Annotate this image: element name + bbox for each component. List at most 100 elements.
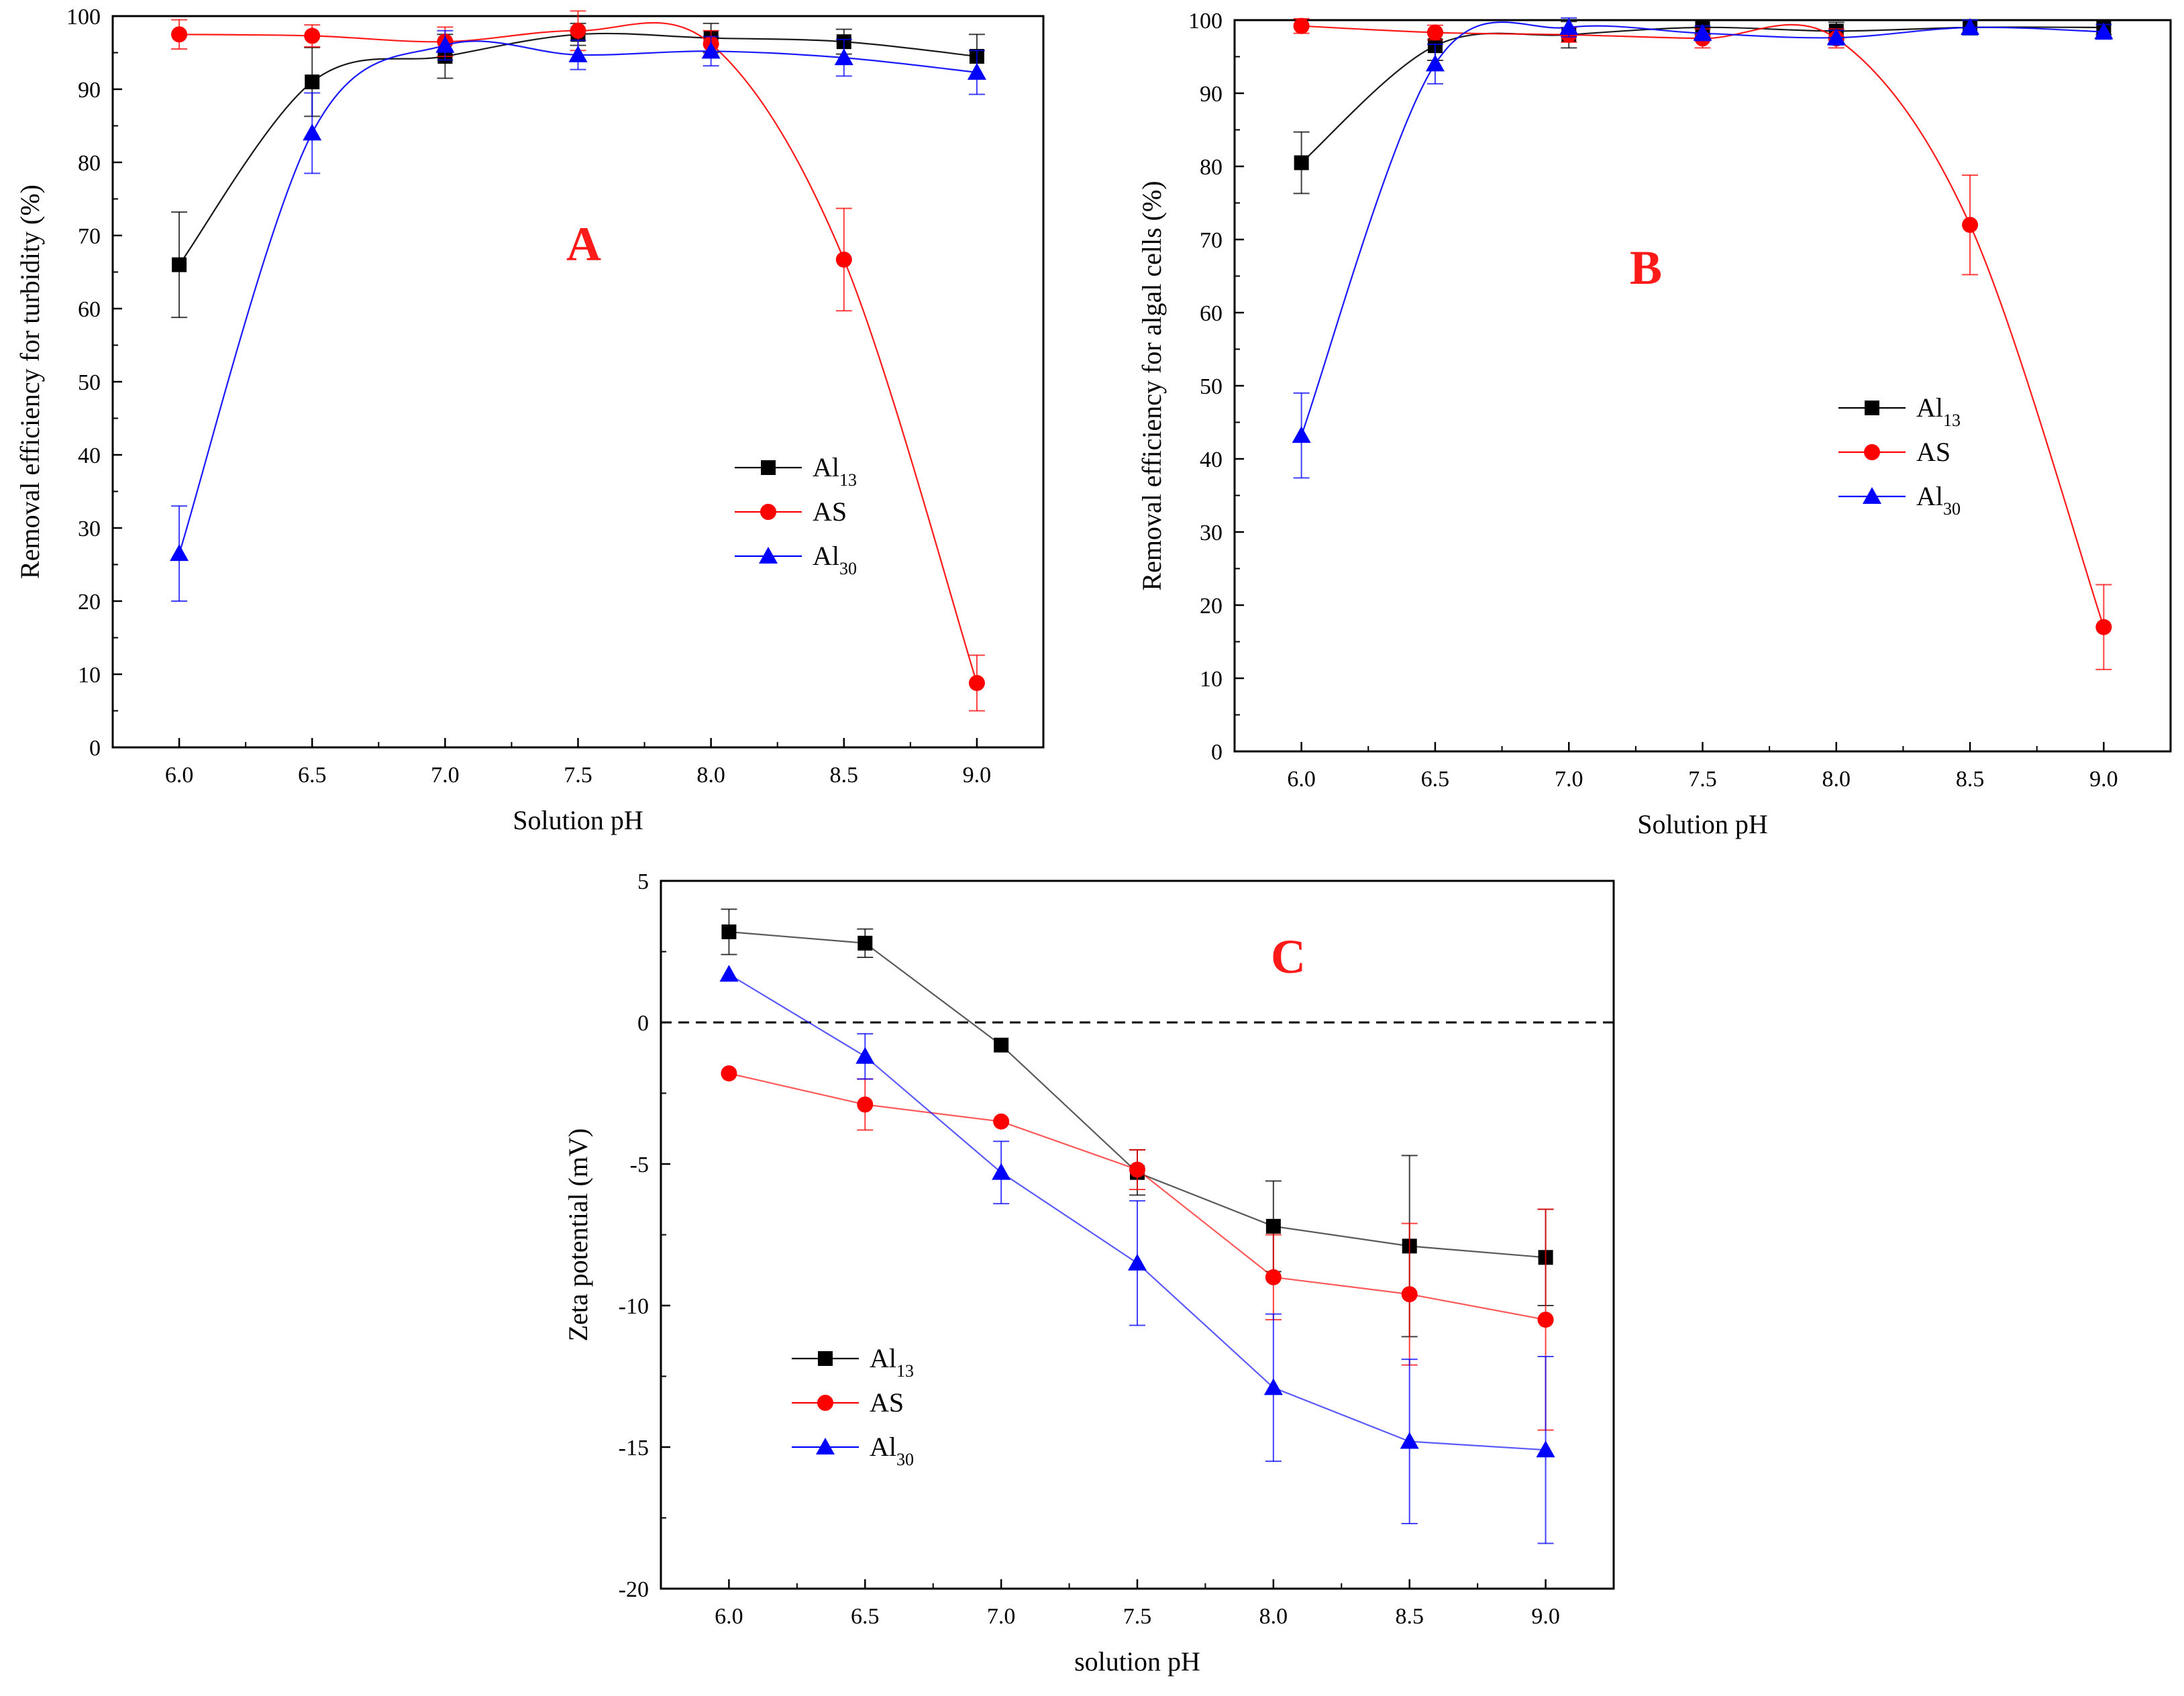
legend-label: Al30 (870, 1432, 914, 1469)
x-tick-label: 8.5 (830, 763, 859, 788)
legend-label: Al30 (813, 541, 857, 578)
data-point (1425, 54, 1445, 72)
x-tick-label: 6.5 (298, 763, 327, 788)
data-point (993, 1113, 1010, 1130)
data-point (701, 42, 721, 59)
legend-label-subscript: 13 (839, 470, 857, 490)
data-point (994, 1037, 1009, 1053)
y-tick-label: 0 (637, 1011, 649, 1036)
data-point (1961, 17, 1980, 35)
chart-panel-c: 6.0 6.5 7.0 7.5 8.0 8.5 9.0 -20 -15 -10 -5 0 5 soluti… (563, 869, 1615, 1677)
legend-label: AS (813, 496, 847, 527)
legend-label-subscript: 30 (896, 1450, 914, 1469)
data-point (721, 924, 737, 939)
x-tick-label: 7.5 (564, 763, 592, 788)
x-tick-label: 6.5 (1421, 767, 1450, 792)
x-tick-label: 6.0 (165, 763, 194, 788)
series-line (179, 21, 978, 684)
data-point (719, 965, 739, 982)
x-tick-label: 7.0 (1555, 767, 1583, 792)
x-tick-label: 7.0 (431, 763, 460, 788)
legend-label: Al13 (870, 1343, 914, 1381)
legend-label: AS (1916, 437, 1951, 467)
legend-label-subscript: 13 (896, 1361, 914, 1381)
legend-marker (1865, 401, 1879, 415)
panel-letter: A (566, 217, 601, 271)
data-point (855, 1047, 875, 1064)
data-point (170, 544, 189, 562)
y-tick-label: 100 (1188, 9, 1223, 34)
x-tick-label: 6.5 (851, 1604, 880, 1629)
x-tick-label: 9.0 (2089, 767, 2118, 792)
series-al30 (719, 965, 1555, 1544)
y-tick-label: 50 (78, 370, 101, 395)
y-tick-label: 0 (89, 736, 101, 761)
data-point (1293, 17, 1310, 34)
series-as (171, 10, 985, 712)
data-point (570, 22, 586, 39)
data-point (1292, 426, 1311, 443)
data-point (1129, 1161, 1145, 1178)
data-point (171, 26, 188, 43)
y-axis-title: Zeta potential (mV) (563, 1128, 593, 1342)
plot-frame (111, 15, 1045, 749)
data-point (968, 675, 985, 692)
legend-label-main: AS (870, 1387, 904, 1418)
y-tick-label: -10 (619, 1294, 649, 1319)
y-axis-title: Removal efficiency for turbidity (%) (15, 184, 45, 579)
y-tick-label: 30 (1200, 521, 1223, 545)
legend-label-subscript: 13 (1943, 411, 1961, 430)
legend-label-main: Al (1916, 481, 1943, 511)
series-line (1300, 21, 2104, 436)
y-tick-label: 50 (1200, 374, 1223, 399)
y-tick-label: 60 (78, 297, 101, 322)
legend-label: Al30 (1916, 481, 1961, 519)
legend-marker (818, 1351, 833, 1366)
y-tick-label: 10 (78, 663, 101, 688)
y-tick-label: -20 (619, 1577, 649, 1602)
series-line (178, 40, 978, 554)
data-point (1559, 17, 1579, 35)
legend-label-main: Al (813, 452, 839, 482)
data-point (435, 36, 455, 53)
data-point (304, 28, 321, 44)
data-point (1536, 1440, 1555, 1458)
series-line (1301, 23, 2105, 628)
data-point (1401, 1286, 1418, 1303)
y-tick-label: 40 (78, 443, 101, 468)
y-tick-label: 100 (66, 5, 101, 30)
data-point (172, 257, 187, 272)
chart-panel-a: 6.0 6.5 7.0 7.5 8.0 8.5 9.0 0 10 20 30 40 50 60 70 80 90… (15, 5, 1045, 835)
x-tick-label: 9.0 (1531, 1604, 1560, 1629)
data-point (305, 74, 320, 90)
legend-label-main: AS (813, 496, 847, 527)
y-tick-label: 70 (1200, 228, 1223, 253)
y-tick-label: 10 (1200, 667, 1223, 692)
y-tick-label: 20 (1200, 594, 1223, 619)
data-point (303, 123, 322, 141)
plot-frame (1233, 19, 2172, 753)
y-tick-label: 30 (78, 517, 101, 541)
series-al30 (170, 30, 986, 602)
legend-label-main: Al (870, 1432, 896, 1462)
y-tick-label: 90 (1200, 82, 1223, 107)
data-point (1294, 155, 1309, 170)
x-axis-title: Solution pH (1637, 809, 1767, 839)
legend-label: Al13 (1916, 392, 1961, 430)
legend: Al13 AS Al30 (735, 452, 857, 578)
y-tick-label: -15 (619, 1436, 649, 1461)
y-axis-title: Removal efficiency for algal cells (%) (1137, 180, 1167, 590)
y-tick-label: 5 (637, 869, 649, 894)
legend-label-subscript: 30 (1943, 499, 1961, 519)
x-tick-label: 6.0 (715, 1604, 743, 1629)
data-point (857, 1096, 874, 1113)
data-point (568, 45, 588, 62)
legend-label-main: Al (870, 1343, 896, 1373)
x-tick-label: 7.5 (1123, 1604, 1152, 1629)
data-point (967, 62, 986, 80)
data-point (1400, 1432, 1419, 1449)
y-tick-label: 80 (78, 151, 101, 176)
